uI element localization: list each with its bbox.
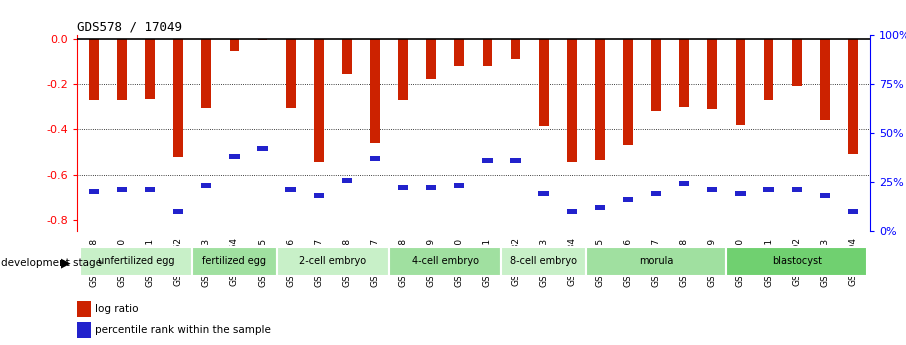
Bar [708,187,718,193]
Bar [483,39,492,66]
Bar [229,154,239,159]
Bar [313,39,323,162]
Bar [342,39,352,74]
Text: morula: morula [639,256,673,266]
Bar [201,184,211,188]
Bar [370,39,380,143]
Bar [426,185,437,190]
Text: unfertilized egg: unfertilized egg [98,256,174,266]
Bar [145,187,155,193]
Bar [173,39,183,157]
Text: percentile rank within the sample: percentile rank within the sample [95,325,271,335]
Bar [680,181,689,186]
Bar [370,156,381,161]
Bar [595,39,605,160]
Bar [482,158,493,163]
Bar [651,39,661,111]
Bar [727,247,867,276]
Bar [764,187,774,193]
Bar [736,39,746,125]
Text: ▶: ▶ [61,256,71,269]
Bar [538,191,549,196]
Bar [398,39,408,100]
Bar [313,193,324,198]
Bar [257,39,267,40]
Text: fertilized egg: fertilized egg [202,256,266,266]
Bar [389,247,502,276]
Text: blastocyst: blastocyst [772,256,822,266]
Bar [285,39,295,108]
Bar [145,39,155,99]
Bar [539,39,549,126]
Bar [622,197,633,202]
Bar [510,158,521,163]
Bar [201,39,211,108]
Bar [192,247,276,276]
Bar [89,39,99,100]
Bar [820,39,830,120]
Bar [257,146,267,151]
Bar [594,205,605,210]
Bar [117,39,127,100]
Bar [792,187,802,193]
Bar [820,193,830,198]
Bar [680,39,689,107]
Bar [848,209,858,214]
Bar [623,39,633,145]
Bar [173,209,183,214]
Bar [651,191,661,196]
Text: 4-cell embryo: 4-cell embryo [411,256,478,266]
Bar [736,191,746,196]
Bar [427,39,436,79]
Text: log ratio: log ratio [95,304,139,314]
Bar [454,184,465,188]
Bar [511,39,520,59]
Bar [117,187,127,193]
Text: GDS578 / 17049: GDS578 / 17049 [77,20,182,33]
Bar [276,247,389,276]
Bar [764,39,774,100]
Bar [708,39,718,109]
Bar [586,247,727,276]
Bar [285,187,296,193]
Text: development stage: development stage [1,258,101,268]
Bar [398,185,409,190]
Bar [567,39,577,162]
Bar [566,209,577,214]
Bar [89,189,99,194]
Bar [792,39,802,87]
Bar [342,178,352,183]
Bar [848,39,858,154]
Text: 2-cell embryo: 2-cell embryo [299,256,366,266]
Text: 8-cell embryo: 8-cell embryo [510,256,577,266]
Bar [455,39,464,66]
Bar [77,301,92,317]
Bar [229,39,239,51]
Bar [502,247,586,276]
Bar [77,322,92,338]
Bar [80,247,192,276]
